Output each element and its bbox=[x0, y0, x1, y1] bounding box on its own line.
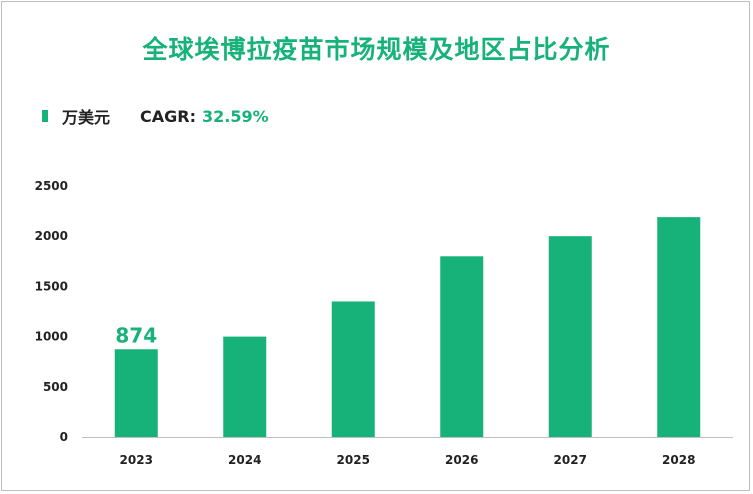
y-tick-label: 500 bbox=[43, 380, 68, 394]
x-tick-label: 2028 bbox=[662, 453, 695, 467]
cagr-value: 32.59% bbox=[202, 106, 269, 126]
legend: 万美元 CAGR: 32.59% bbox=[42, 106, 269, 127]
bar bbox=[548, 236, 592, 437]
data-label: 874 bbox=[115, 323, 157, 347]
legend-swatch bbox=[42, 110, 48, 122]
x-tick-label: 2023 bbox=[120, 453, 153, 467]
chart-title: 全球埃博拉疫苗市场规模及地区占比分析 bbox=[142, 35, 611, 64]
cagr-label: CAGR: bbox=[140, 106, 196, 126]
x-tick-label: 2025 bbox=[337, 453, 370, 467]
y-tick-label: 1000 bbox=[35, 330, 68, 344]
y-tick-label: 1500 bbox=[35, 279, 68, 293]
x-tick-label: 2027 bbox=[554, 453, 587, 467]
bar bbox=[331, 301, 375, 437]
y-tick-label: 2000 bbox=[35, 229, 68, 243]
bar bbox=[440, 256, 484, 437]
legend-series-name: 万美元 bbox=[62, 108, 111, 127]
x-tick-label: 2024 bbox=[228, 453, 261, 467]
bar bbox=[114, 349, 158, 437]
y-tick-label: 0 bbox=[60, 430, 68, 444]
bar bbox=[223, 336, 267, 437]
x-tick-label: 2026 bbox=[445, 453, 478, 467]
bar bbox=[657, 217, 701, 437]
y-tick-label: 2500 bbox=[35, 179, 68, 193]
